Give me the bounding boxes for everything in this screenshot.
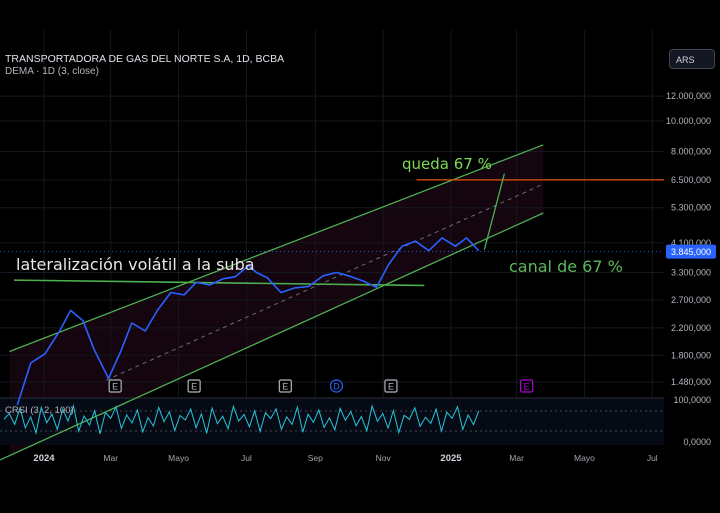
earnings-marker bbox=[108, 379, 122, 393]
currency-button[interactable]: ARS bbox=[669, 49, 715, 69]
event-marker-label: E bbox=[388, 382, 394, 392]
oscillator-pane bbox=[0, 398, 664, 445]
channel-fill bbox=[9, 144, 544, 457]
y-tick-label: 3.300,000 bbox=[671, 267, 711, 277]
oscillator-scale-label: 0,0000 bbox=[683, 437, 711, 447]
earnings-marker bbox=[384, 379, 398, 393]
event-marker-label: E bbox=[112, 382, 118, 392]
earnings-marker bbox=[520, 379, 534, 393]
projection-line bbox=[483, 173, 506, 250]
annotation-channel[interactable]: canal de 67 % bbox=[509, 257, 623, 276]
channel-lower-line bbox=[0, 212, 544, 461]
event-marker-label: E bbox=[524, 382, 530, 392]
event-marker-label: D bbox=[333, 382, 340, 392]
y-tick-label: 2.200,000 bbox=[671, 323, 711, 333]
crsi-legend[interactable]: CRSI (3, 2, 100) bbox=[5, 405, 74, 416]
study-legend[interactable]: DEMA · 1D (3, close) bbox=[5, 66, 99, 77]
y-tick-label: 6.500,000 bbox=[671, 175, 711, 185]
y-tick-label: 2.700,000 bbox=[671, 295, 711, 305]
y-tick-label: 10.000,000 bbox=[666, 116, 711, 126]
x-tick-label: Mar bbox=[103, 453, 118, 463]
annotation-target[interactable]: queda 67 % bbox=[402, 155, 492, 173]
last-price-label: 3.845,000 bbox=[671, 247, 711, 257]
y-tick-label: 1.800,000 bbox=[671, 350, 711, 360]
earnings-marker bbox=[278, 379, 292, 393]
x-tick-label: 2024 bbox=[33, 453, 55, 464]
event-marker-label: E bbox=[191, 382, 197, 392]
symbol-title: TRANSPORTADORA DE GAS DEL NORTE S.A, 1D,… bbox=[5, 53, 285, 65]
annotation-lateralization[interactable]: lateralización volátil a la suba bbox=[16, 255, 255, 274]
x-tick-label: Jul bbox=[241, 453, 252, 463]
oscillator-line bbox=[3, 403, 480, 435]
lateral-support-line bbox=[13, 279, 425, 287]
y-tick-label: 5.300,000 bbox=[671, 203, 711, 213]
x-tick-label: 2025 bbox=[440, 453, 462, 464]
x-tick-label: Jul bbox=[647, 453, 658, 463]
x-tick-label: Mayo bbox=[168, 453, 189, 463]
y-tick-label: 8.000,000 bbox=[671, 146, 711, 156]
dividend-marker bbox=[329, 379, 344, 393]
oscillator-scale-label: 100,0000 bbox=[673, 395, 711, 405]
y-tick-label: 1.480,000 bbox=[671, 377, 711, 387]
x-tick-label: Mar bbox=[509, 453, 524, 463]
x-tick-label: Nov bbox=[376, 453, 392, 463]
x-tick-label: Sep bbox=[308, 453, 323, 463]
event-marker-label: E bbox=[282, 382, 288, 392]
x-tick-label: Mayo bbox=[574, 453, 595, 463]
last-price-badge bbox=[666, 244, 716, 259]
earnings-marker bbox=[187, 379, 201, 393]
y-tick-label: 12.000,000 bbox=[666, 91, 711, 101]
price-line bbox=[16, 237, 480, 406]
y-tick-label: 4.100,000 bbox=[671, 238, 711, 248]
